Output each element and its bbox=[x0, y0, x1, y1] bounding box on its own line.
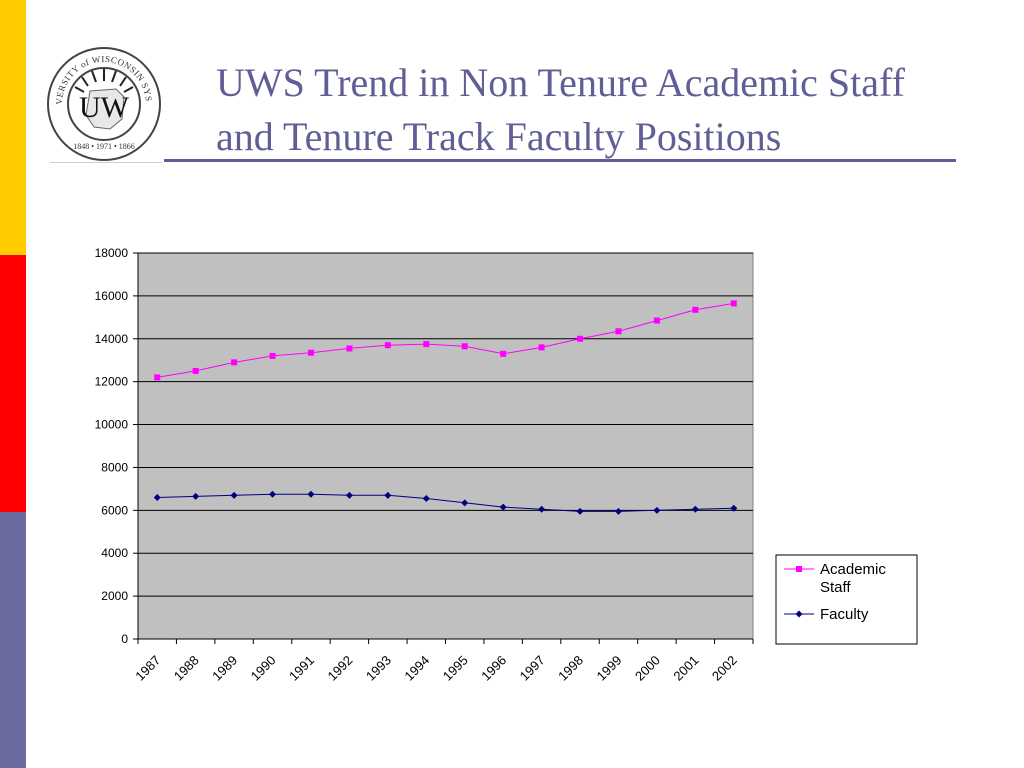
slide-title: UWS Trend in Non Tenure Academic Staff a… bbox=[216, 60, 905, 159]
y-tick-label: 14000 bbox=[95, 332, 129, 346]
x-tick-label: 1993 bbox=[363, 653, 394, 684]
plot-area bbox=[137, 252, 754, 640]
data-point bbox=[500, 350, 507, 357]
series-layer bbox=[153, 300, 738, 515]
x-tick-label: 1989 bbox=[209, 653, 240, 684]
seal-monogram: UW bbox=[79, 91, 130, 124]
y-tick-label: 0 bbox=[121, 632, 128, 646]
data-point bbox=[384, 491, 392, 499]
side-bar-red bbox=[0, 255, 26, 512]
data-point bbox=[653, 317, 660, 324]
x-tick-label: 1987 bbox=[132, 653, 163, 684]
y-tick-label: 12000 bbox=[95, 375, 129, 389]
x-tick-label: 1999 bbox=[594, 653, 625, 684]
data-point bbox=[345, 491, 353, 499]
y-tick-label: 6000 bbox=[101, 503, 128, 517]
data-point bbox=[422, 495, 430, 503]
data-point bbox=[154, 374, 161, 381]
y-tick-label: 2000 bbox=[101, 589, 128, 603]
x-tick-label: 1997 bbox=[517, 653, 548, 684]
data-point bbox=[730, 504, 738, 512]
y-tick-label: 18000 bbox=[95, 246, 129, 260]
seal-years: 1848 • 1971 • 1866 bbox=[73, 142, 135, 151]
data-point bbox=[691, 505, 699, 513]
data-point bbox=[153, 493, 161, 501]
x-tick-label: 1988 bbox=[171, 653, 202, 684]
data-point bbox=[269, 490, 277, 498]
data-point bbox=[231, 359, 238, 366]
data-point bbox=[614, 507, 622, 515]
legend-label: Faculty bbox=[820, 606, 869, 623]
x-tick-label: 1995 bbox=[440, 653, 471, 684]
legend-label-line: Faculty bbox=[820, 606, 869, 623]
y-tick-label: 4000 bbox=[101, 546, 128, 560]
data-point bbox=[615, 328, 622, 335]
x-tick-label: 1990 bbox=[248, 653, 279, 684]
data-point bbox=[576, 507, 584, 515]
x-tick-label: 1998 bbox=[555, 653, 586, 684]
data-point bbox=[192, 492, 200, 500]
seal-rays bbox=[74, 69, 134, 93]
data-point bbox=[346, 345, 353, 352]
data-point bbox=[307, 349, 314, 356]
legend-swatch-marker bbox=[795, 610, 803, 618]
side-bar-yellow bbox=[0, 0, 26, 255]
data-point bbox=[269, 352, 276, 359]
legend: Academic Staff Faculty bbox=[775, 554, 918, 645]
y-tick-label: 16000 bbox=[95, 289, 129, 303]
data-point bbox=[577, 335, 584, 342]
data-point bbox=[307, 490, 315, 498]
title-divider bbox=[164, 159, 956, 162]
y-tick-label: 8000 bbox=[101, 460, 128, 474]
data-point bbox=[192, 367, 199, 374]
data-point bbox=[538, 505, 546, 513]
legend-label: Academic Staff bbox=[820, 561, 886, 596]
data-point bbox=[461, 499, 469, 507]
data-point bbox=[384, 342, 391, 349]
data-point bbox=[499, 503, 507, 511]
x-tick-label: 1996 bbox=[478, 653, 509, 684]
x-tick-label: 2001 bbox=[670, 653, 701, 684]
x-tick-label: 2002 bbox=[709, 653, 740, 684]
legend-swatch-marker bbox=[796, 566, 802, 572]
x-tick-label: 2000 bbox=[632, 653, 663, 684]
data-point bbox=[653, 506, 661, 514]
logo-divider bbox=[50, 162, 162, 163]
x-tick-label: 1994 bbox=[401, 653, 432, 684]
y-tick-label: 10000 bbox=[95, 418, 129, 432]
data-point bbox=[692, 306, 699, 313]
x-tick-label: 1991 bbox=[286, 653, 317, 684]
data-point bbox=[538, 344, 545, 351]
legend-label-line: Academic bbox=[820, 561, 886, 578]
data-point bbox=[730, 300, 737, 307]
data-point bbox=[461, 343, 468, 350]
side-bar-slate bbox=[0, 512, 26, 768]
x-tick-label: 1992 bbox=[324, 653, 355, 684]
data-point bbox=[230, 491, 238, 499]
series-line bbox=[157, 493, 734, 512]
data-point bbox=[423, 341, 430, 348]
university-seal-icon: UNIVERSITY of WISCONSIN SYSTEM UW 1848 •… bbox=[40, 45, 161, 161]
series-line bbox=[157, 302, 734, 378]
legend-label-line: Staff bbox=[820, 579, 851, 596]
